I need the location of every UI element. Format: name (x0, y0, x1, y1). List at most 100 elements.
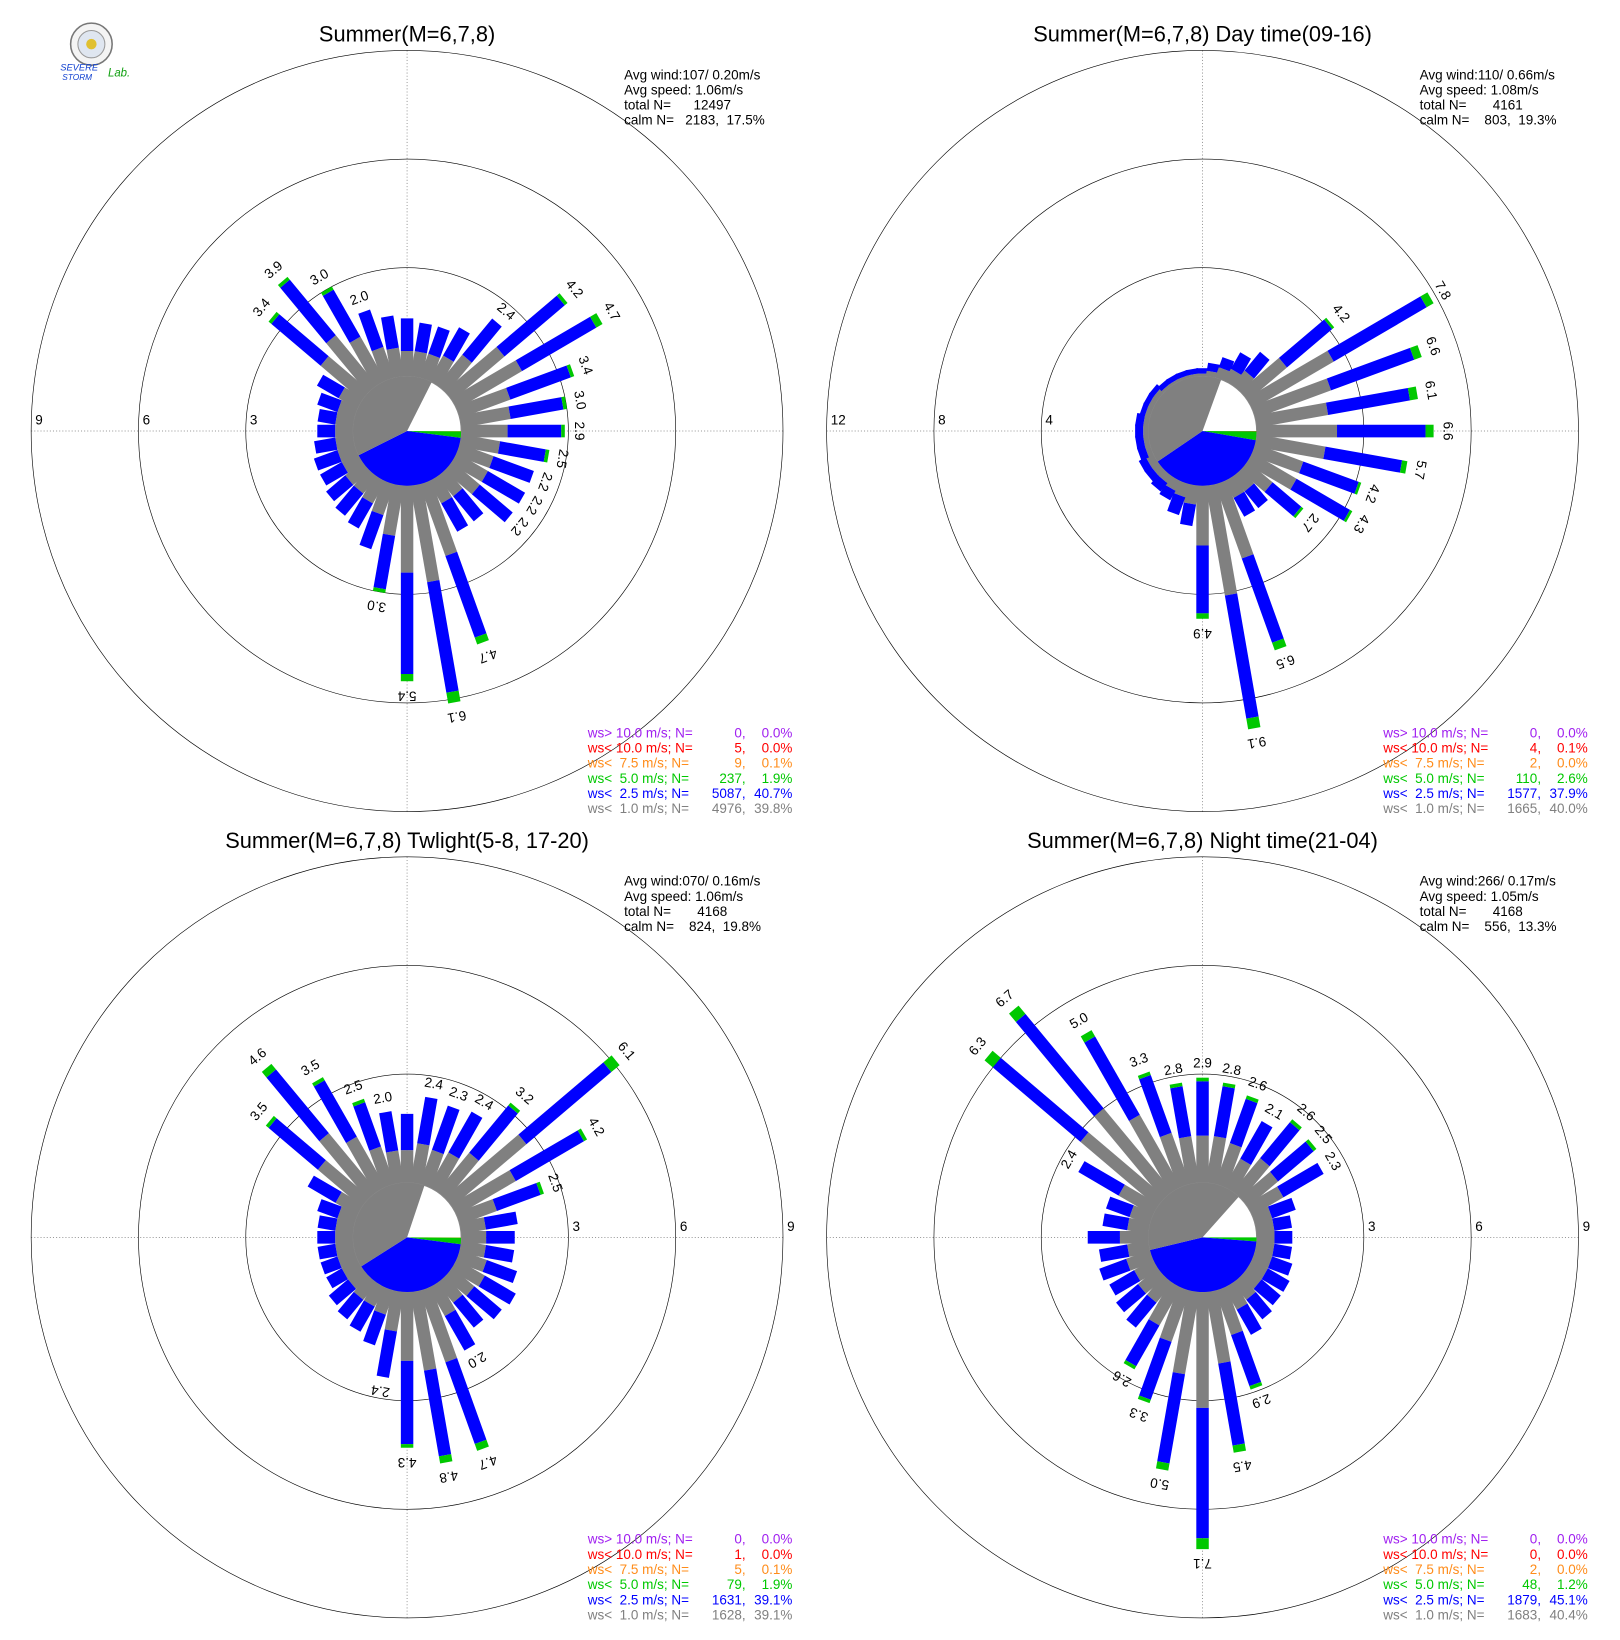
legend-count: 0, (1530, 1532, 1541, 1547)
bar-segment (1178, 1136, 1200, 1185)
bar-segment (349, 1300, 375, 1332)
bar-segment (431, 1105, 460, 1155)
bar-segment (376, 1329, 398, 1378)
bar-segment (1137, 1071, 1151, 1080)
pie-wedge (361, 1237, 461, 1293)
bar-total-label: 2.2 (535, 470, 555, 493)
bar-segment (1119, 1231, 1149, 1244)
bar-segment (1159, 1286, 1190, 1342)
ring-label: 3 (573, 1219, 581, 1234)
legend-share: 0.0% (1557, 1547, 1588, 1562)
logo-suffix: Lab. (108, 68, 130, 80)
pie-wedge (1202, 1237, 1257, 1242)
legend-count: 1631, (712, 1592, 746, 1607)
stats-line: total N= 4161 (1420, 98, 1523, 113)
bar-segment (466, 1286, 502, 1320)
bar-segment (1139, 402, 1149, 417)
bar-segment (437, 1275, 463, 1303)
legend-count: 0, (734, 725, 745, 740)
bar-segment (1215, 480, 1254, 559)
bar-segment (341, 452, 364, 473)
bar-segment (384, 1290, 404, 1332)
bar-segment (419, 480, 458, 557)
bar-segment (1267, 1197, 1296, 1219)
bar-segment (1224, 593, 1259, 719)
stats-line: Avg wind:107/ 0.20m/s (624, 67, 760, 82)
bar-segment (1337, 424, 1426, 438)
bar-segment (1246, 350, 1334, 410)
bar-segment (482, 1260, 518, 1284)
bar-segment (1135, 412, 1146, 427)
bar-segment (1256, 424, 1338, 438)
bar-segment (1326, 347, 1415, 391)
bar-segment (1015, 1013, 1104, 1117)
bar-segment (509, 1130, 584, 1182)
bar-segment (437, 1152, 479, 1200)
bar-segment (321, 286, 334, 296)
bar-segment (400, 485, 414, 573)
legend-share: 0.0% (1557, 756, 1588, 771)
bar-segment (319, 1133, 378, 1200)
legend-name: ws< 7.5 m/s; N= (1382, 1562, 1484, 1577)
bar-segment (1420, 292, 1434, 308)
legend-share: 0.0% (1557, 1562, 1588, 1577)
bar-segment (992, 1057, 1089, 1142)
legend-count: 110, (1516, 771, 1541, 786)
bar-segment (1205, 1136, 1227, 1185)
bar-segment (371, 480, 395, 516)
bar-segment (419, 353, 440, 382)
bar-segment (385, 1150, 404, 1185)
bar-segment (448, 1111, 483, 1159)
bar-segment (328, 1279, 357, 1306)
bar-segment (1135, 424, 1144, 438)
legend-name: ws< 1.0 m/s; N= (587, 801, 689, 816)
bar-segment (1241, 554, 1284, 643)
bar-segment (338, 387, 364, 410)
pie-wedge (1148, 1182, 1239, 1250)
bar-segment (1239, 1267, 1262, 1289)
bar-segment (1229, 1098, 1258, 1148)
legend-name: ws< 2.5 m/s; N= (587, 786, 689, 801)
pie-wedge (353, 376, 432, 456)
legend-name: ws< 2.5 m/s; N= (1382, 1592, 1484, 1607)
bar-segment (400, 1360, 414, 1445)
bar-total-label: 2.0 (372, 1089, 394, 1107)
stats-line: total N= 4168 (624, 904, 727, 919)
bar-segment (428, 355, 454, 387)
bar-segment (1172, 1290, 1200, 1375)
bar-segment (347, 497, 373, 529)
bar-segment (410, 1143, 430, 1185)
legend-count: 4, (1530, 740, 1541, 755)
bar-segment (1129, 1205, 1154, 1225)
stats-line: calm N= 803, 19.3% (1420, 113, 1557, 128)
bar-segment (353, 468, 378, 494)
bar-total-label: 2.9 (572, 422, 587, 441)
bar-segment (317, 1243, 338, 1260)
bar-segment (1233, 491, 1256, 517)
ring-label: 4 (1045, 413, 1053, 428)
bar-segment (349, 336, 386, 387)
stats-line: Avg speed: 1.05m/s (1420, 889, 1539, 904)
bar-segment (1254, 1218, 1275, 1235)
bar-total-label: 6.5 (1274, 652, 1297, 673)
bar-segment (1218, 1361, 1245, 1446)
bar-total-label: 4.7 (477, 646, 500, 667)
legend-count: 0, (734, 1532, 745, 1547)
bar-segment (1254, 402, 1329, 428)
bar-segment (1148, 384, 1162, 398)
bar-total-label: 3.4 (575, 354, 596, 377)
bar-total-label: 2.8 (1163, 1060, 1184, 1078)
bar-segment (1196, 1077, 1209, 1082)
legend-count: 1879, (1507, 1592, 1541, 1607)
bar-total-label: 3.3 (1127, 1050, 1150, 1071)
bar-segment (1078, 1161, 1125, 1196)
bar-segment (400, 1113, 414, 1151)
bar-segment (481, 471, 526, 504)
legend-name: ws< 5.0 m/s; N= (587, 771, 689, 786)
bar-segment (335, 485, 364, 516)
bar-segment (1196, 485, 1209, 546)
bar-segment (1146, 1275, 1173, 1303)
bar-segment (1185, 368, 1199, 376)
bar-segment (428, 1281, 456, 1317)
